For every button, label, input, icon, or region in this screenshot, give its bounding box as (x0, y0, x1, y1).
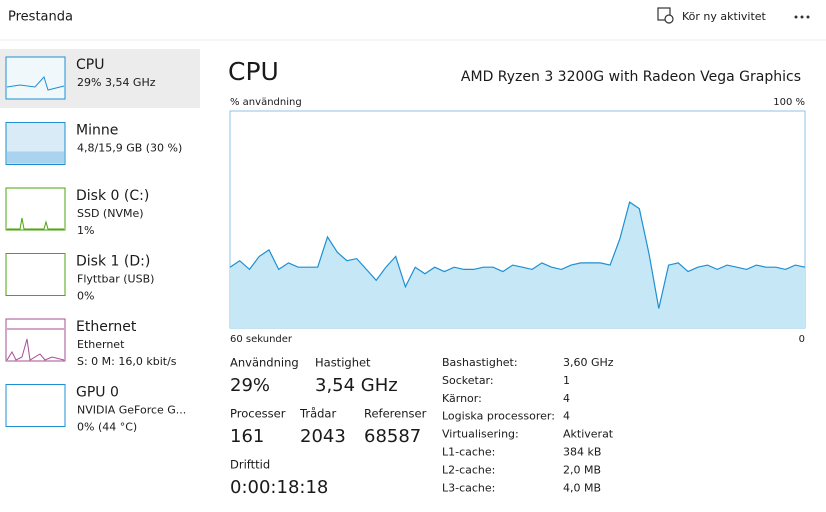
header-title: Prestanda (8, 10, 73, 25)
stat-label: Drifttid (230, 458, 270, 472)
sidebar-detail: NVIDIA GeForce G... (77, 404, 186, 417)
stat-value: 3,54 GHz (315, 375, 398, 396)
graph-y-label: % användning (230, 97, 302, 108)
sidebar-detail: Flyttbar (USB) (77, 273, 154, 286)
detail-label: Kärnor: (442, 392, 482, 405)
detail-label: Virtualisering: (442, 428, 519, 441)
detail-value: 4 (563, 392, 570, 405)
stat-value: 68587 (364, 426, 421, 447)
sidebar-item[interactable]: GPU 0 NVIDIA GeForce G... 0% (44 °C) (5, 384, 186, 434)
detail-label: L1-cache: (442, 446, 495, 459)
detail-label: Bashastighet: (442, 356, 518, 369)
sidebar-name: Ethernet (76, 319, 137, 335)
stat-label: Processer (230, 407, 286, 421)
mini-graph (5, 187, 66, 231)
detail-label: Socketar: (442, 374, 494, 387)
more-button[interactable] (794, 15, 810, 19)
run-task-icon (657, 7, 671, 21)
mini-graph-line (7, 217, 64, 230)
stat-value: 0:00:18:18 (230, 477, 328, 498)
stat-value: 2043 (300, 426, 346, 447)
graph-x-start: 60 sekunder (230, 334, 293, 345)
sidebar-detail: Ethernet (77, 338, 125, 351)
sidebar-name: GPU 0 (76, 385, 119, 401)
detail-value: 3,60 GHz (563, 356, 614, 369)
detail-value: 384 kB (563, 446, 601, 459)
main-title: CPU (228, 57, 279, 86)
mini-graph-fill (7, 151, 64, 164)
run-task-button[interactable]: Kör ny aktivitet (657, 7, 767, 24)
dot (794, 15, 798, 19)
sidebar-detail: S: 0 M: 16,0 kbit/s (77, 355, 177, 368)
detail-value: Aktiverat (563, 428, 614, 441)
sidebar-item[interactable]: Ethernet Ethernet S: 0 M: 16,0 kbit/s (5, 318, 177, 368)
mini-graph-line (6, 76, 65, 91)
mini-graph (5, 56, 66, 100)
sidebar-name: CPU (76, 57, 104, 73)
sidebar-detail: 0% (77, 290, 94, 303)
sidebar-name: Disk 1 (D:) (76, 254, 150, 270)
sidebar-item[interactable]: Disk 0 (C:) SSD (NVMe) 1% (5, 187, 149, 237)
stat-label: Referenser (364, 407, 427, 421)
mini-graph (5, 384, 66, 427)
detail-label: L2-cache: (442, 463, 495, 476)
sidebar-detail: 0% (44 °C) (77, 421, 137, 434)
graph-x-end: 0 (799, 334, 805, 345)
sidebar-item[interactable]: CPU 29% 3,54 GHz (5, 56, 156, 100)
dot (806, 15, 810, 19)
run-task-label: Kör ny aktivitet (682, 10, 767, 23)
mini-graph-line (6, 328, 65, 361)
detail-value: 4,0 MB (563, 481, 601, 494)
stat-label: Hastighet (315, 356, 371, 370)
sidebar-name: Minne (76, 123, 118, 139)
stat-value: 29% (230, 375, 270, 396)
stat-label: Trådar (299, 407, 336, 421)
mini-graph (5, 318, 66, 362)
run-task-icon-badge (664, 14, 674, 24)
sidebar-name: Disk 0 (C:) (76, 188, 149, 204)
mini-graph (5, 253, 66, 296)
detail-label: L3-cache: (442, 481, 495, 494)
cpu-usage-area (230, 202, 805, 328)
detail-value: 2,0 MB (563, 463, 601, 476)
sidebar-detail: 29% 3,54 GHz (77, 76, 156, 89)
cpu-usage-line (229, 201, 806, 309)
graph-y-max: 100 % (773, 97, 805, 108)
sidebar-detail: 4,8/15,9 GB (30 %) (77, 142, 182, 155)
stat-value: 161 (230, 426, 264, 447)
sidebar-detail: 1% (77, 224, 94, 237)
stat-label: Användning (230, 356, 299, 370)
detail-value: 4 (563, 410, 570, 423)
sidebar-item[interactable]: Minne 4,8/15,9 GB (30 %) (5, 122, 182, 165)
detail-value: 1 (563, 374, 570, 387)
detail-label: Logiska processorer: (442, 410, 555, 423)
cpu-model: AMD Ryzen 3 3200G with Radeon Vega Graph… (461, 69, 801, 85)
dot (800, 15, 804, 19)
sidebar-item[interactable]: Disk 1 (D:) Flyttbar (USB) 0% (5, 253, 154, 303)
sidebar-detail: SSD (NVMe) (77, 207, 144, 220)
